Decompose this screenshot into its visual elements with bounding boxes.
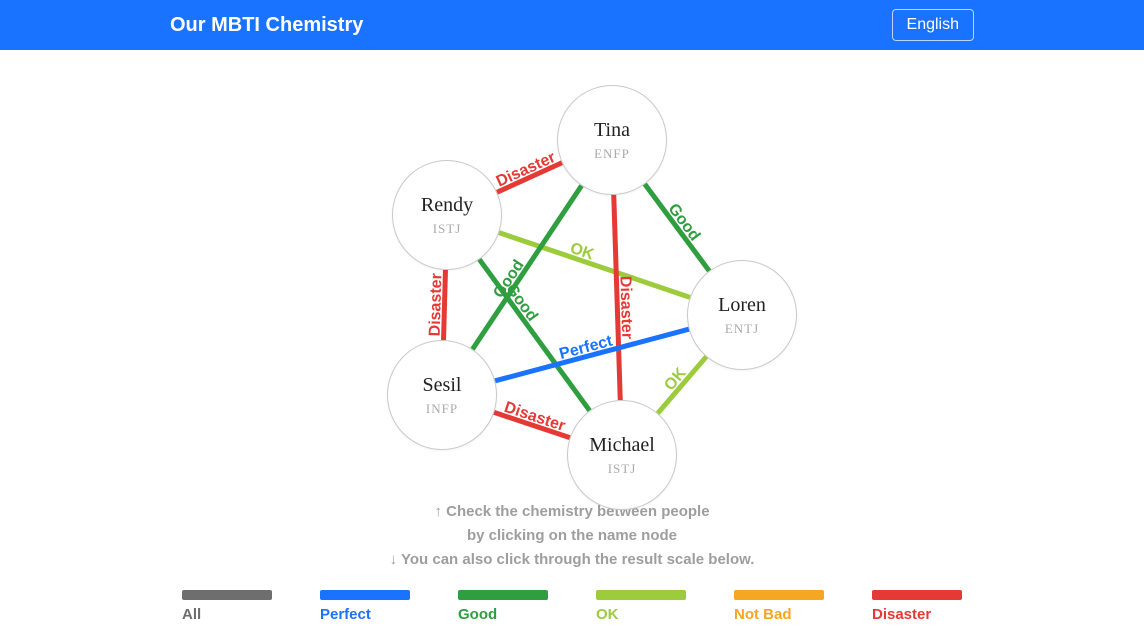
legend-bar (458, 590, 548, 600)
legend-label: Disaster (872, 606, 931, 623)
legend-bar (320, 590, 410, 600)
edge-label: OK (661, 364, 690, 394)
diagram-container: DisasterGoodDisasterOKGoodGoodDisasterPe… (0, 70, 1144, 490)
hint-text: ↑ Check the chemistry between people by … (0, 500, 1144, 572)
legend-item-perfect[interactable]: Perfect (320, 590, 410, 623)
legend: All Perfect Good OK Not Bad Disaster (0, 590, 1144, 623)
legend-item-ok[interactable]: OK (596, 590, 686, 623)
legend-label: Not Bad (734, 606, 792, 623)
node-name: Rendy (421, 194, 473, 217)
node-type: INFP (426, 401, 458, 417)
legend-item-good[interactable]: Good (458, 590, 548, 623)
legend-item-all[interactable]: All (182, 590, 272, 623)
node-name: Tina (594, 119, 630, 142)
node-type: ENFP (594, 146, 630, 162)
node-name: Sesil (423, 374, 462, 397)
person-node-sesil[interactable]: Sesil INFP (387, 340, 497, 450)
hint-line-2: by clicking on the name node (0, 524, 1144, 548)
edge-label: Disaster (616, 276, 635, 340)
legend-bar (872, 590, 962, 600)
person-node-rendy[interactable]: Rendy ISTJ (392, 160, 502, 270)
node-type: ISTJ (433, 221, 462, 237)
legend-label: OK (596, 606, 619, 623)
page-title: Our MBTI Chemistry (170, 14, 363, 37)
person-node-loren[interactable]: Loren ENTJ (687, 260, 797, 370)
legend-item-not-bad[interactable]: Not Bad (734, 590, 824, 623)
node-type: ISTJ (608, 461, 637, 477)
hint-line-1: ↑ Check the chemistry between people (0, 500, 1144, 524)
edge-label: OK (568, 240, 597, 264)
language-button[interactable]: English (892, 9, 974, 41)
person-node-michael[interactable]: Michael ISTJ (567, 400, 677, 510)
node-name: Loren (718, 294, 766, 317)
node-type: ENTJ (725, 321, 759, 337)
legend-label: Perfect (320, 606, 371, 623)
header-bar: Our MBTI Chemistry English (0, 0, 1144, 50)
legend-bar (182, 590, 272, 600)
person-node-tina[interactable]: Tina ENFP (557, 85, 667, 195)
edge-label: Disaster (502, 399, 567, 435)
legend-label: Good (458, 606, 497, 623)
legend-bar (734, 590, 824, 600)
legend-bar (596, 590, 686, 600)
legend-label: All (182, 606, 201, 623)
legend-item-disaster[interactable]: Disaster (872, 590, 962, 623)
edge-line (645, 184, 709, 271)
network-diagram: DisasterGoodDisasterOKGoodGoodDisasterPe… (312, 70, 832, 490)
node-name: Michael (589, 434, 655, 457)
hint-line-3: ↓ You can also click through the result … (0, 548, 1144, 572)
edge-label: Disaster (427, 273, 446, 337)
